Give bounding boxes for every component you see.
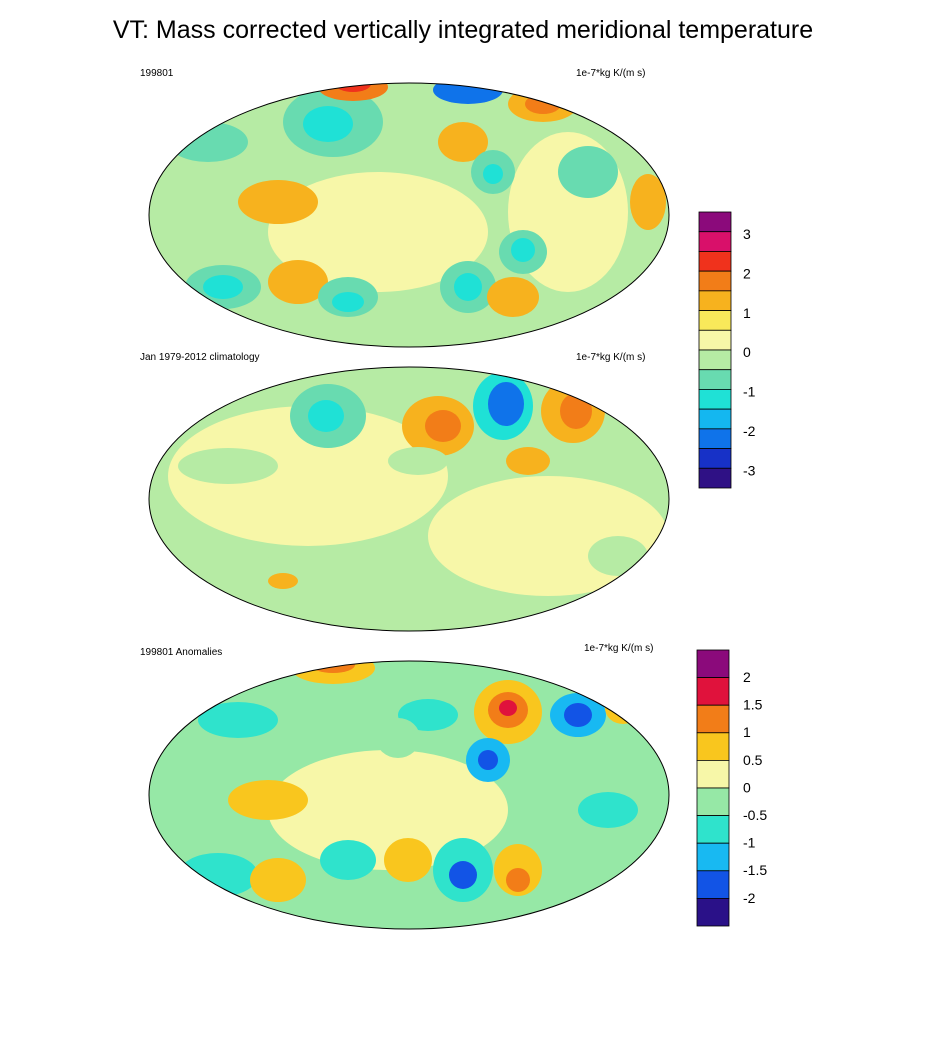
colorbar-swatch (698, 408, 732, 430)
colorbar-tick-label: 0.5 (743, 752, 763, 768)
colorbar-anomalies: 2 1.5 1 0.5 0 -0.5 -1 -1.5 -2 (696, 649, 767, 927)
colorbar-tick-label: -3 (743, 462, 756, 478)
panel1-left-label: 199801 (140, 68, 174, 79)
colorbar-swatch (696, 842, 730, 872)
map-panel-199801 (148, 82, 670, 348)
colorbar-swatch (696, 787, 730, 817)
colorbar-swatch (696, 870, 730, 899)
map-panel-anomalies (148, 660, 670, 930)
panel1-right-label: 1e-7*kg K/(m s) (576, 68, 646, 79)
colorbar-top: 3 2 1 0 -1 -2 -3 (698, 211, 756, 489)
colorbar-tick-label: -1 (743, 835, 756, 851)
colorbar-swatch (698, 231, 732, 252)
colorbar-swatch (696, 815, 730, 844)
colorbar-tick-label: 3 (743, 226, 751, 242)
colorbar-swatch (696, 897, 730, 927)
colorbar-swatch (698, 270, 732, 292)
map-panel-climatology (148, 366, 670, 632)
colorbar-tick-label: -2 (743, 423, 756, 439)
colorbar-tick-label: 1.5 (743, 697, 763, 713)
figure-title: VT: Mass corrected vertically integrated… (112, 16, 814, 44)
colorbar-tick-label: 0 (743, 779, 751, 795)
colorbar-tick-label: -0.5 (743, 807, 767, 823)
panel2-left-label: Jan 1979-2012 climatology (140, 352, 260, 363)
colorbar-swatch (696, 732, 730, 761)
panel3-right-label: 1e-7*kg K/(m s) (584, 643, 654, 654)
colorbar-swatch (698, 251, 732, 272)
colorbar-tick-label: 2 (743, 669, 751, 685)
colorbar-swatch (698, 349, 732, 371)
panel2-right-label: 1e-7*kg K/(m s) (576, 352, 646, 363)
colorbar-swatch (698, 211, 732, 233)
colorbar-swatch (696, 704, 730, 734)
colorbar-swatch (696, 677, 730, 706)
colorbar-swatch (698, 329, 732, 351)
colorbar-tick-label: -2 (743, 890, 756, 906)
colorbar-swatch (696, 760, 730, 789)
colorbar-swatch (698, 428, 732, 449)
panel3-left-label: 199801 Anomalies (140, 647, 223, 658)
colorbar-tick-label: -1 (743, 384, 756, 400)
colorbar-tick-label: 0 (743, 344, 751, 360)
colorbar-swatch (696, 649, 730, 679)
colorbar-swatch (698, 448, 732, 469)
colorbar-swatch (698, 310, 732, 331)
colorbar-tick-label: 2 (743, 265, 751, 281)
colorbar-tick-label: 1 (743, 724, 751, 740)
colorbar-swatch (698, 467, 732, 489)
colorbar-tick-label: -1.5 (743, 862, 767, 878)
colorbar-swatch (698, 290, 732, 311)
colorbar-swatch (698, 369, 732, 390)
colorbar-tick-label: 1 (743, 305, 751, 321)
colorbar-swatch (698, 389, 732, 410)
